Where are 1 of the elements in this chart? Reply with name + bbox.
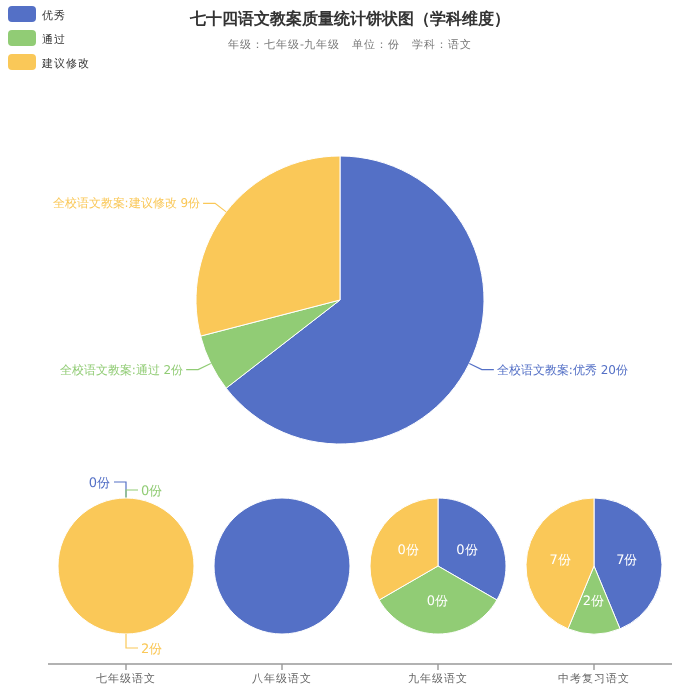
chart-title: 七十四语文教案质量统计饼状图（学科维度） — [188, 8, 510, 28]
